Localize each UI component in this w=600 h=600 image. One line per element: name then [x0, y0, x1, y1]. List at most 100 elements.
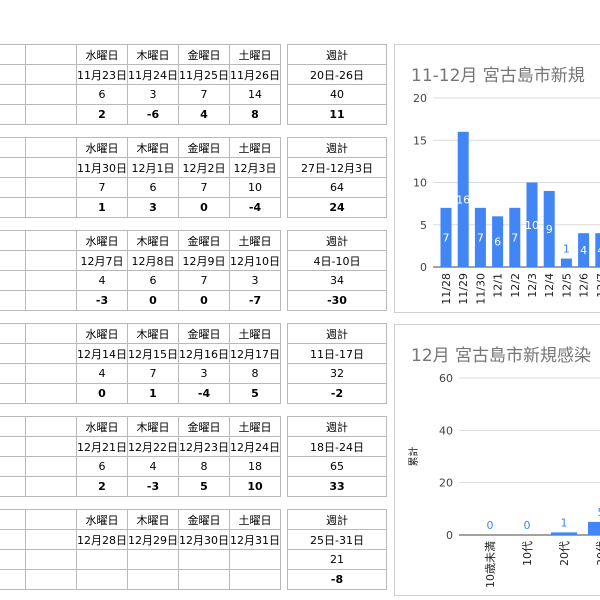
data-label: 10	[525, 219, 539, 232]
diff-cell	[127, 569, 179, 590]
offscreen-cell	[0, 104, 26, 125]
diff-cell: 8	[229, 104, 281, 125]
date-cell: 12月15日	[127, 343, 179, 364]
chart-title: 11-12月 宮古島市新規	[411, 66, 585, 86]
count-cell	[229, 549, 281, 570]
day-header-cell: 木曜日	[127, 137, 179, 158]
offscreen-cell	[25, 509, 77, 530]
week-range-cell: 25日-31日	[287, 529, 387, 550]
total-header-cell: 週計	[287, 230, 387, 251]
week-row: -3 0 0 -7	[0, 290, 281, 311]
day-header-cell: 金曜日	[178, 137, 230, 158]
x-tick-label: 20代	[558, 541, 571, 566]
data-label: 9	[546, 223, 553, 236]
offscreen-cell	[25, 529, 77, 550]
diff-cell: -3	[76, 290, 128, 311]
total-header-cell: 週計	[287, 323, 387, 344]
day-header-cell: 金曜日	[178, 323, 230, 344]
bar	[551, 532, 577, 535]
count-cell: 6	[127, 177, 179, 198]
data-label: 5	[598, 506, 600, 519]
diff-cell: 3	[127, 197, 179, 218]
week-range-cell: 27日-12月3日	[287, 157, 387, 178]
count-cell: 8	[178, 456, 230, 477]
week-row: 水曜日 木曜日 金曜日 土曜日	[0, 323, 281, 344]
offscreen-cell	[0, 363, 26, 384]
bar	[543, 190, 555, 267]
date-cell: 12月1日	[127, 157, 179, 178]
week-range-cell: 11日-17日	[287, 343, 387, 364]
data-label: 1	[563, 243, 570, 256]
date-cell: 12月29日	[127, 529, 179, 550]
date-cell: 12月23日	[178, 436, 230, 457]
date-cell: 11月25日	[178, 64, 230, 85]
day-header-cell: 金曜日	[178, 416, 230, 437]
day-header-cell: 木曜日	[127, 509, 179, 530]
date-cell: 12月7日	[76, 250, 128, 271]
offscreen-cell	[25, 363, 77, 384]
offscreen-cell	[0, 529, 26, 550]
count-cell: 6	[76, 84, 128, 105]
x-tick-label: 30代	[595, 541, 600, 566]
y-tick-label: 60	[439, 372, 453, 385]
week-row: 11月23日 11月24日 11月25日 11月26日	[0, 64, 281, 85]
week-diff-cell: -30	[287, 290, 387, 311]
day-header-cell: 土曜日	[229, 509, 281, 530]
total-header-cell: 週計	[287, 44, 387, 65]
week-row: 12月14日 12月15日 12月16日 12月17日	[0, 343, 281, 364]
diff-cell: 0	[76, 383, 128, 404]
day-header-cell: 水曜日	[76, 44, 128, 65]
diff-cell: 1	[76, 197, 128, 218]
daily-chart-panel: 11-12月 宮古島市新規 0 5 10 15 20 7 11/28 16 11/29 7 11/3…	[394, 44, 600, 313]
week-diff-cell: -2	[287, 383, 387, 404]
count-cell: 4	[76, 363, 128, 384]
offscreen-cell	[25, 383, 77, 404]
week-total-table: 週計 11日-17日 32 -2	[287, 323, 387, 404]
x-tick-label: 12/6	[578, 273, 591, 298]
offscreen-cell	[0, 137, 26, 158]
data-label: 4	[580, 244, 587, 257]
diff-cell	[229, 569, 281, 590]
date-cell: 12月31日	[229, 529, 281, 550]
offscreen-cell	[0, 177, 26, 198]
x-tick-label: 11/29	[457, 273, 470, 305]
count-cell	[127, 549, 179, 570]
offscreen-cell	[0, 456, 26, 477]
offscreen-cell	[25, 157, 77, 178]
day-header-cell: 木曜日	[127, 323, 179, 344]
bar	[526, 182, 538, 267]
diff-cell: 5	[229, 383, 281, 404]
week-row: 0 1 -4 5	[0, 383, 281, 404]
offscreen-cell	[25, 104, 77, 125]
count-cell	[76, 549, 128, 570]
day-header-cell: 水曜日	[76, 137, 128, 158]
x-tick-label: 11/28	[440, 273, 453, 305]
x-tick-label: 12/2	[509, 273, 522, 298]
daily-bar-chart: 0 5 10 15 20 7 11/28 16 11/29 7 11/30 6 12/1 7 12/2 10 1…	[413, 92, 600, 305]
bar	[560, 258, 572, 267]
week-table: 水曜日 木曜日 金曜日 土曜日 12月7日 12月8日 12月9日 12月10日 4 6 7 3 -3 0…	[0, 230, 281, 311]
date-cell: 12月24日	[229, 436, 281, 457]
week-table: 水曜日 木曜日 金曜日 土曜日 11月30日 12月1日 12月2日 12月3日 7 6 7 10 1 3…	[0, 137, 281, 218]
x-tick-label: 10代	[521, 541, 534, 566]
y-tick-label: 0	[420, 261, 427, 274]
week-row: 2 -3 5 10	[0, 476, 281, 497]
week-row: 水曜日 木曜日 金曜日 土曜日	[0, 509, 281, 530]
week-row: 水曜日 木曜日 金曜日 土曜日	[0, 230, 281, 251]
offscreen-cell	[0, 549, 26, 570]
offscreen-cell	[25, 436, 77, 457]
diff-cell: -7	[229, 290, 281, 311]
y-tick-label: 10	[413, 177, 427, 190]
week-diff-cell: 11	[287, 104, 387, 125]
y-tick-label: 20	[439, 477, 453, 490]
offscreen-cell	[0, 270, 26, 291]
count-cell	[178, 549, 230, 570]
offscreen-cell	[25, 456, 77, 477]
offscreen-cell	[25, 323, 77, 344]
offscreen-cell	[0, 343, 26, 364]
offscreen-cell	[25, 569, 77, 590]
bar	[595, 233, 600, 267]
week-total-cell: 40	[287, 84, 387, 105]
diff-cell: 1	[127, 383, 179, 404]
count-cell: 7	[178, 84, 230, 105]
